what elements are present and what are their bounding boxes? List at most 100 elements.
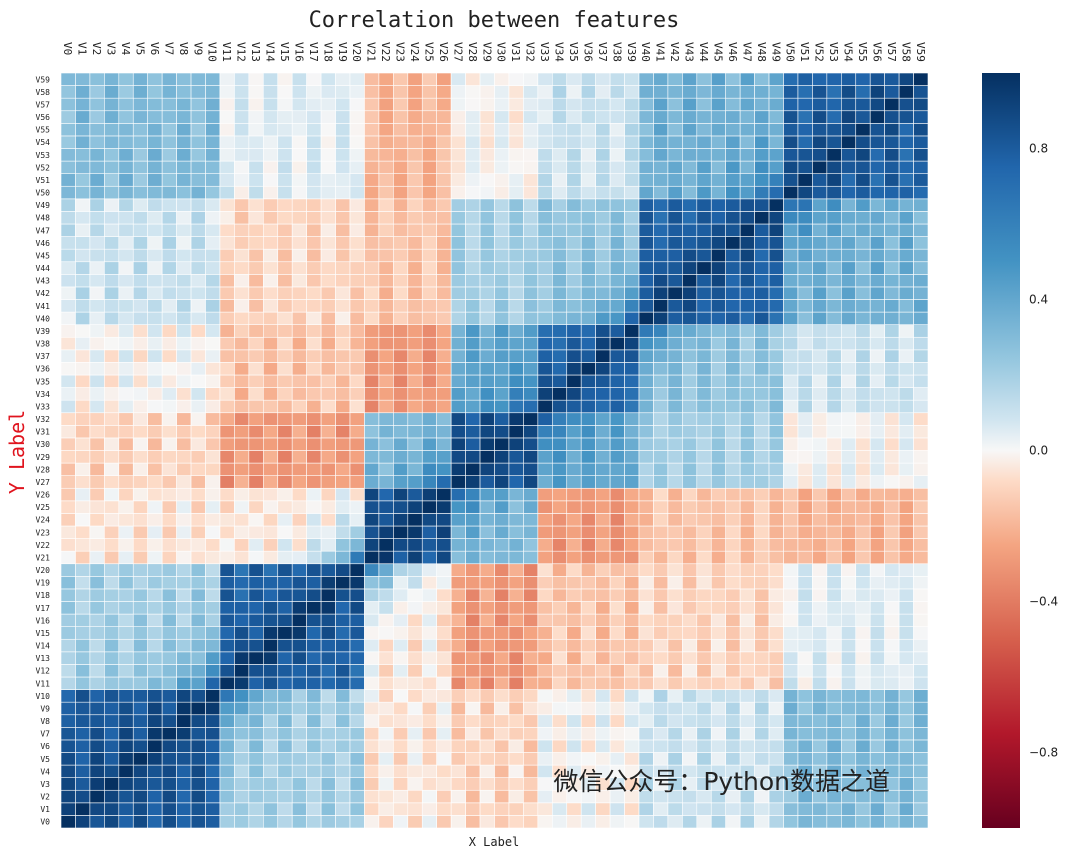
heatmap-cell [595, 752, 611, 766]
heatmap-cell [494, 123, 510, 137]
heatmap-cell [176, 626, 192, 640]
heatmap-cell [335, 425, 351, 439]
heatmap-cell [60, 588, 76, 602]
heatmap-cell [494, 701, 510, 716]
heatmap-cell [580, 676, 596, 690]
heatmap-cell [826, 601, 842, 615]
heatmap-cell [104, 777, 120, 791]
heatmap-cell [812, 714, 828, 728]
heatmap-cell [494, 500, 510, 514]
heatmap-cell [190, 437, 206, 451]
heatmap-cell [378, 299, 394, 313]
heatmap-cell [118, 764, 134, 778]
heatmap-cell [710, 475, 726, 489]
heatmap-cell [147, 550, 163, 565]
heatmap-cell [523, 324, 539, 338]
heatmap-cell [393, 727, 409, 741]
heatmap-cell [653, 72, 669, 86]
heatmap-cell [523, 374, 539, 388]
heatmap-cell [638, 97, 654, 112]
heatmap-cell [725, 387, 741, 401]
heatmap-cell [609, 513, 625, 527]
heatmap-cell [783, 701, 799, 716]
heatmap-cell [884, 651, 900, 665]
heatmap-cell [277, 538, 293, 552]
heatmap-cell [234, 475, 250, 489]
heatmap-cell [537, 412, 553, 426]
heatmap-cell [364, 211, 380, 225]
heatmap-cell [826, 387, 842, 401]
heatmap-cell [161, 173, 177, 187]
heatmap-cell [653, 135, 669, 149]
heatmap-cell [104, 261, 120, 275]
heatmap-cell [523, 588, 539, 602]
heatmap-cell [306, 764, 322, 778]
heatmap-cell [262, 550, 279, 565]
heatmap-cell [710, 576, 726, 590]
heatmap-cell [234, 500, 250, 514]
heatmap-cell [291, 148, 307, 162]
heatmap-cell [725, 689, 741, 703]
heatmap-cell [508, 739, 524, 753]
heatmap-cell [104, 223, 120, 237]
heatmap-cell [176, 349, 192, 363]
heatmap-cell [768, 198, 784, 212]
heatmap-cell [306, 437, 322, 451]
x-tick-label: V6 [148, 42, 161, 55]
heatmap-cell [739, 425, 755, 439]
heatmap-cell [349, 525, 365, 539]
heatmap-cell [450, 173, 466, 187]
heatmap-cell [551, 198, 568, 212]
heatmap-cell [176, 123, 192, 137]
heatmap-cell [335, 110, 351, 124]
heatmap-cell [840, 727, 857, 741]
heatmap-cell [725, 173, 741, 187]
y-tick-label: V35 [36, 377, 51, 386]
heatmap-cell [913, 425, 929, 439]
heatmap-cell [725, 638, 741, 653]
heatmap-cell [508, 324, 524, 338]
heatmap-cell [407, 349, 423, 363]
heatmap-cell [494, 789, 510, 804]
heatmap-cell [898, 576, 914, 590]
heatmap-cell [118, 173, 134, 187]
heatmap-cell [205, 349, 221, 363]
heatmap-cell [667, 689, 683, 703]
heatmap-cell [739, 563, 755, 577]
heatmap-cell [89, 349, 105, 363]
heatmap-cell [60, 123, 76, 137]
heatmap-cell [653, 248, 669, 263]
heatmap-cell [783, 110, 799, 124]
heatmap-cell [855, 613, 871, 627]
heatmap-cell [219, 286, 235, 300]
heatmap-cell [523, 412, 539, 426]
heatmap-cell [523, 399, 539, 414]
heatmap-cell [783, 123, 799, 137]
heatmap-cell [754, 299, 770, 313]
heatmap-cell [161, 336, 177, 351]
heatmap-cell [291, 173, 307, 187]
heatmap-cell [450, 387, 466, 401]
heatmap-cell [580, 752, 596, 766]
heatmap-cell [913, 462, 929, 476]
heatmap-cell [840, 437, 857, 451]
heatmap-cell [768, 626, 784, 640]
heatmap-cell [219, 437, 235, 451]
heatmap-cell [840, 185, 857, 200]
heatmap-cell [378, 223, 394, 237]
heatmap-cell [566, 248, 582, 263]
heatmap-cell [104, 286, 120, 300]
heatmap-cell [523, 236, 539, 250]
heatmap-cell [364, 274, 380, 288]
heatmap-cell [898, 387, 914, 401]
heatmap-cell [826, 425, 842, 439]
heatmap-cell [869, 500, 885, 514]
heatmap-cell [320, 399, 336, 414]
heatmap-cell [508, 148, 524, 162]
heatmap-cell [118, 513, 134, 527]
heatmap-cell [147, 701, 163, 716]
heatmap-cell [523, 148, 539, 162]
heatmap-cell [624, 211, 640, 225]
x-tick-label: V30 [495, 42, 508, 62]
heatmap-cell [132, 815, 148, 829]
